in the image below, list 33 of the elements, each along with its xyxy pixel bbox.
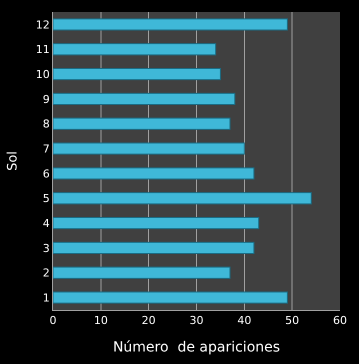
bar	[53, 68, 221, 80]
y-tick-label: 1	[42, 291, 50, 304]
y-tick-label: 4	[42, 216, 50, 230]
bar	[53, 266, 230, 279]
x-tick-label: 10	[94, 314, 108, 328]
x-tick-label: 20	[142, 314, 156, 328]
bar	[53, 142, 245, 155]
x-tick-label: 50	[285, 314, 300, 328]
bar	[53, 242, 254, 254]
x-axis-title: Número de apariciones	[112, 340, 280, 356]
y-tick-label: 5	[42, 192, 50, 206]
bar	[53, 167, 254, 180]
bar	[53, 118, 230, 130]
x-tick-label: 40	[237, 314, 252, 328]
x-tick-label: 60	[333, 314, 347, 328]
y-tick-label: 9	[42, 92, 50, 106]
bar	[53, 92, 236, 105]
bar	[53, 192, 312, 204]
x-tick-label: 30	[190, 314, 204, 328]
y-tick-label: 2	[42, 266, 50, 280]
y-tick-label: 10	[36, 68, 50, 81]
bar	[53, 43, 216, 56]
y-tick-label: 3	[42, 242, 50, 255]
bar	[53, 217, 260, 230]
y-tick-label: 12	[36, 18, 50, 32]
y-tick-label: 8	[42, 118, 50, 131]
y-tick-label: 11	[36, 43, 50, 56]
bar	[53, 18, 288, 30]
bar	[53, 292, 288, 304]
y-axis-title: Sol	[6, 151, 21, 171]
y-tick-label: 7	[42, 142, 50, 156]
x-tick-label: 0	[50, 314, 56, 328]
y-tick-label: 6	[42, 167, 50, 180]
